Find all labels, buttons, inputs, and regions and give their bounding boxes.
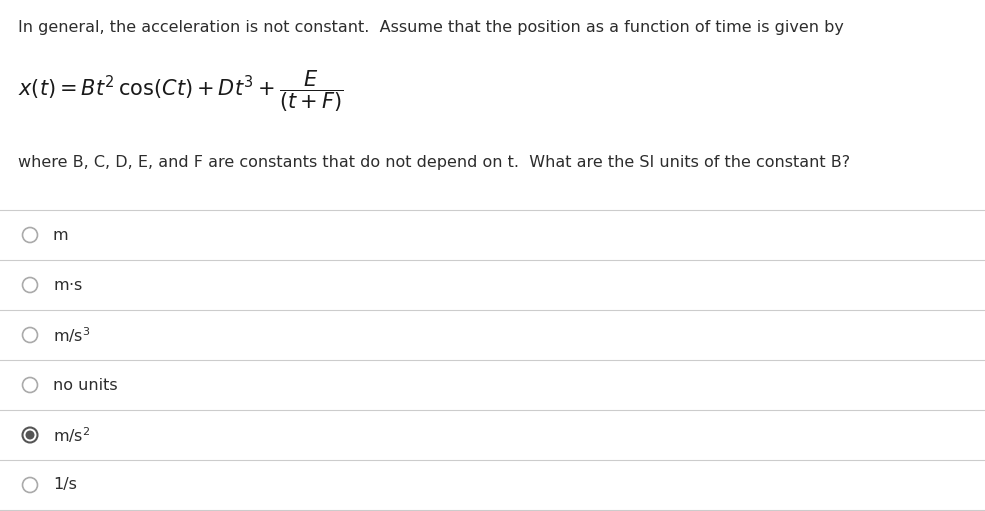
Text: $\mathrm{m{\cdot}s}$: $\mathrm{m{\cdot}s}$	[53, 277, 83, 292]
Text: where B, C, D, E, and F are constants that do not depend on t.  What are the SI : where B, C, D, E, and F are constants th…	[18, 155, 850, 170]
Text: no units: no units	[53, 378, 117, 392]
Text: In general, the acceleration is not constant.  Assume that the position as a fun: In general, the acceleration is not cons…	[18, 20, 844, 35]
Circle shape	[26, 430, 34, 439]
Text: $\mathrm{m/s^3}$: $\mathrm{m/s^3}$	[53, 325, 91, 345]
Text: m: m	[53, 227, 69, 243]
Text: 1/s: 1/s	[53, 477, 77, 493]
Text: $\mathrm{m/s^2}$: $\mathrm{m/s^2}$	[53, 425, 91, 445]
Text: $x(t) = Bt^2\,\cos(Ct) + Dt^3 + \dfrac{E}{(t+F)}$: $x(t) = Bt^2\,\cos(Ct) + Dt^3 + \dfrac{E…	[18, 68, 344, 113]
